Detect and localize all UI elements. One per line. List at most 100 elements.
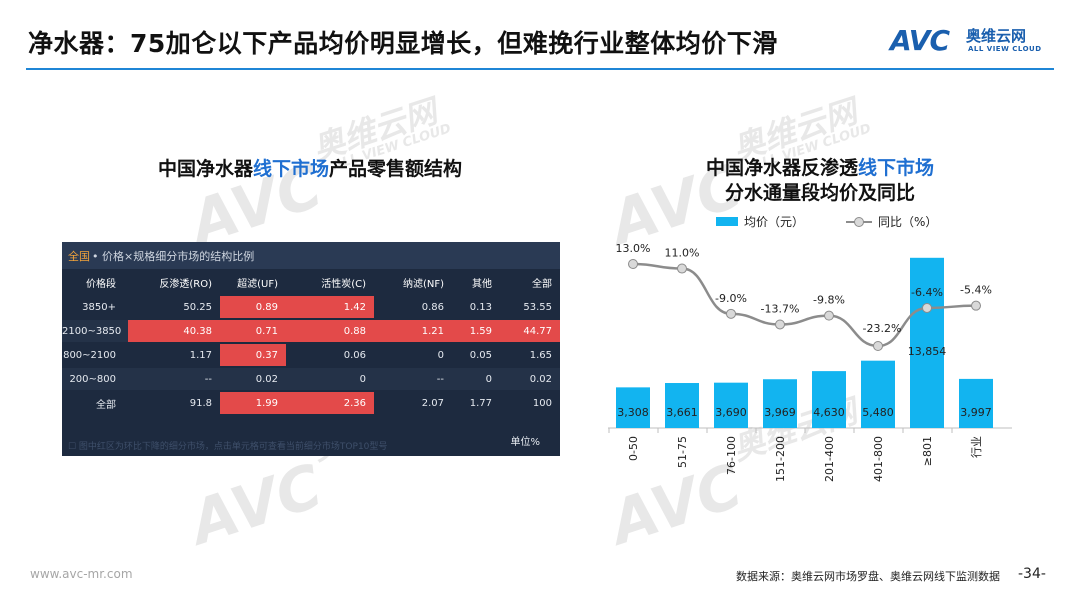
page-number: -34- [1018,566,1046,582]
yoy-label: 11.0% [665,247,700,260]
right-title-highlight: 线下市场 [858,157,935,179]
table-header-cell: 价格段 [62,271,128,296]
table-cell[interactable]: -- [374,367,452,392]
yoy-label: 13.0% [616,242,651,255]
table-cell[interactable]: 2.36 [286,391,374,416]
price-bar[interactable] [959,378,993,428]
yoy-point[interactable] [873,341,883,351]
table-cell[interactable]: 0.05 [452,343,500,368]
table-scope-selector[interactable]: 全国 [68,249,90,263]
structure-table-panel: 全国 • 价格×规格细分市场的结构比例 价格段 反渗透(RO) 超滤(UF) 活性炭(… [62,242,560,456]
table-cell[interactable]: 0.06 [286,343,374,368]
table-footnote: ☐ 图中红区为环比下降的细分市场，点击单元格可查看当前细分市场TOP10型号 [68,442,388,452]
yoy-point[interactable] [726,308,736,319]
price-bar-label: 3,690 [715,406,747,419]
left-chart-title: 中国净水器线下市场产品零售额结构 [60,154,560,181]
footer-url[interactable]: www.avc-mr.com [30,567,133,581]
watermark-mark: AVC [182,451,331,559]
table-cell[interactable]: 1.77 [452,391,500,416]
right-title-line2: 分水通量段均价及同比 [724,182,915,204]
table-cell[interactable]: 53.55 [500,295,560,320]
table-cell[interactable]: 0.13 [452,295,500,320]
yoy-point[interactable] [775,319,785,330]
yoy-point[interactable] [922,302,932,313]
left-title-post: 产品零售额结构 [329,158,463,180]
table-cell[interactable]: 1.21 [374,319,452,344]
table-cell[interactable]: 1.17 [128,343,220,368]
table-row-label: 800~2100 [62,343,128,368]
logo-mark: AVC [890,24,950,57]
table-header-cell: 超滤(UF) [220,271,286,296]
table-cell[interactable]: 0.02 [500,367,560,392]
price-bar[interactable] [616,387,650,428]
legend-line-label: 同比（%） [878,215,938,229]
x-tick-label: ≥801 [921,436,934,466]
page-title: 净水器：75加仑以下产品均价明显增长，但难挽行业整体均价下滑 [28,29,778,58]
table-row-label: 3850+ [62,295,128,320]
right-title-line1: 中国净水器反渗透线下市场 [600,156,1040,181]
table-cell[interactable]: 0.02 [220,367,286,392]
yoy-label: -13.7% [761,302,800,315]
table-cell[interactable]: 1.65 [500,343,560,368]
table-cell[interactable]: 0.86 [374,295,452,320]
table-cell[interactable]: 1.99 [220,391,286,416]
table-cell[interactable]: -- [128,367,220,392]
table-cell[interactable]: 0 [286,367,374,392]
table-cell[interactable]: 0.89 [220,295,286,320]
price-bar[interactable] [861,360,895,428]
table-cell[interactable]: 91.8 [128,391,220,416]
left-title-highlight: 线下市场 [252,158,329,180]
yoy-point[interactable] [971,300,981,311]
x-tick-label: 76-100 [725,436,738,475]
price-bar[interactable] [812,371,846,428]
table-header-cell: 纳滤(NF) [374,271,452,296]
table-cell[interactable]: 0.88 [286,319,374,344]
price-bar-label: 5,480 [862,406,894,419]
logo-brand: 奥维云网 [966,27,1027,45]
footer-source: 数据来源：奥维云网市场罗盘、奥维云网线下监测数据 [736,570,1000,583]
x-tick-label: 201-400 [823,436,836,482]
table-cell[interactable]: 44.77 [500,319,560,344]
price-bar-label: 13,854 [908,345,947,358]
price-bar-label: 4,630 [813,406,845,419]
table-cell[interactable]: 0 [374,343,452,368]
price-bar-label: 3,969 [764,406,796,419]
table-cell[interactable]: 1.59 [452,319,500,344]
yoy-label: -5.4% [960,284,992,297]
price-bar[interactable] [910,257,944,428]
table-cell[interactable]: 1.42 [286,295,374,320]
yoy-label: -9.8% [813,294,845,307]
price-bar[interactable] [665,383,699,428]
price-bar[interactable] [714,382,748,428]
price-bar[interactable] [763,379,797,428]
table-cell[interactable]: 2.07 [374,391,452,416]
x-tick-label: 401-800 [872,436,885,482]
structure-table: 价格段 反渗透(RO) 超滤(UF) 活性炭(C) 纳滤(NF) 其他 全部 3850+ 50.… [62,271,560,416]
table-cell[interactable]: 40.38 [128,319,220,344]
table-caption: • 价格×规格细分市场的结构比例 [92,249,255,263]
legend-bar-swatch [716,217,738,226]
table-cell[interactable]: 100 [500,391,560,416]
brand-logo: AVC 奥维云网 ALL VIEW CLOUD [890,24,1060,60]
yoy-point[interactable] [677,263,687,274]
legend-bar-label: 均价（元） [744,215,805,229]
table-cell[interactable]: 0.37 [220,343,286,368]
table-row-label: 全部 [62,391,128,416]
table-unit: 单位% [510,437,540,448]
table-cell[interactable]: 0.71 [220,319,286,344]
table-cell[interactable]: 50.25 [128,295,220,320]
logo-subtitle: ALL VIEW CLOUD [968,45,1042,53]
right-chart-title: 中国净水器反渗透线下市场 分水通量段均价及同比 [600,156,1040,206]
table-row: 2100~3850 40.38 0.71 0.88 1.21 1.59 44.77 [62,319,560,344]
x-tick-label: 51-75 [676,436,689,468]
table-row: 全部 91.8 1.99 2.36 2.07 1.77 100 [62,391,560,416]
table-row-label: 2100~3850 [62,319,128,344]
x-tick-label: 行业 [970,436,983,458]
price-bar-label: 3,661 [666,406,698,419]
x-tick-label: 151-200 [774,436,787,482]
right-title-pre: 中国净水器反渗透 [705,157,858,179]
yoy-point[interactable] [628,259,638,269]
price-bar-label: 3,308 [617,406,649,419]
yoy-point[interactable] [824,310,834,321]
table-cell[interactable]: 0 [452,367,500,392]
